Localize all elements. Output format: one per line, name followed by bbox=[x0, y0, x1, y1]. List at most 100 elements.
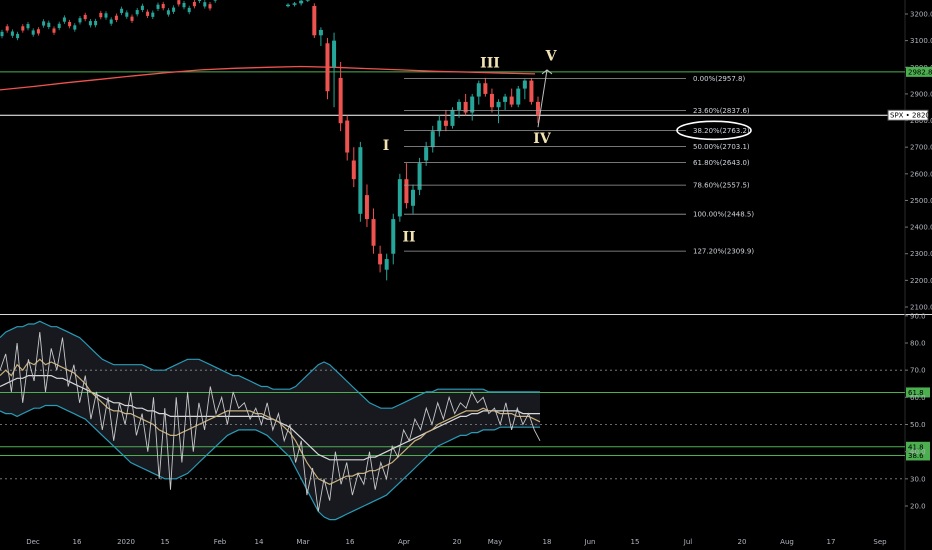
time-axis-label: 15 bbox=[631, 538, 640, 546]
projection-arrow-line bbox=[537, 69, 548, 128]
wave-label-3: III bbox=[480, 55, 500, 71]
time-axis-label: Dec bbox=[26, 538, 40, 546]
time-axis-label: 2020 bbox=[117, 538, 135, 546]
indicator-tick-label: 40.0 bbox=[910, 448, 926, 456]
price-tick-label: 2600.0 bbox=[910, 170, 932, 178]
candle-body bbox=[109, 19, 113, 24]
candle-body bbox=[31, 30, 35, 35]
candle-body bbox=[312, 6, 317, 36]
indicator-line-oscillator bbox=[0, 332, 541, 512]
fib-highlight-ellipse bbox=[676, 120, 752, 141]
indicator-guide-tag bbox=[906, 441, 930, 452]
candle-body bbox=[332, 40, 337, 68]
wave-label-1: I bbox=[383, 138, 390, 154]
candle-body bbox=[172, 7, 176, 12]
price-tick-label: 2800.0 bbox=[910, 117, 932, 125]
candle-body bbox=[411, 189, 415, 206]
candle-body bbox=[94, 20, 98, 26]
price-tick-label: 2400.0 bbox=[910, 224, 932, 232]
candle-body bbox=[463, 101, 468, 113]
indicator-line-band-upper bbox=[0, 320, 540, 409]
price-tick-label: 2200.0 bbox=[910, 277, 932, 285]
candle-body bbox=[203, 2, 207, 7]
candle-body bbox=[404, 179, 409, 204]
price-tick-label: 3200.0 bbox=[910, 11, 932, 19]
time-axis-label: May bbox=[488, 538, 502, 546]
moving-average-line bbox=[0, 65, 536, 91]
time-axis-label: Aug bbox=[780, 538, 794, 546]
candle-body bbox=[391, 219, 396, 254]
horizontal-level-tag bbox=[887, 109, 929, 121]
indicator-guide-tag-label: 61.8 bbox=[908, 389, 924, 397]
candle-body bbox=[437, 120, 442, 132]
indicator-tick-label: 50.0 bbox=[910, 421, 926, 429]
candle-body bbox=[443, 120, 448, 126]
wave-label-4: IV bbox=[533, 131, 552, 147]
fib-level-label: 100.00%(2448.5) bbox=[693, 211, 754, 219]
horizontal-level-tag-label: 2982.8 bbox=[908, 68, 932, 76]
time-axis-label: Apr bbox=[398, 538, 410, 546]
candle-body bbox=[166, 10, 170, 15]
indicator-tick-label: 30.0 bbox=[910, 475, 926, 483]
candle-body bbox=[120, 8, 124, 14]
indicator-band-fill bbox=[0, 321, 540, 520]
time-axis-label: Sep bbox=[873, 538, 887, 546]
candle-body bbox=[450, 109, 455, 126]
candle-body bbox=[68, 21, 72, 27]
indicator-tick-label: 60.0 bbox=[910, 394, 926, 402]
candle-body bbox=[397, 179, 402, 217]
candle-body bbox=[21, 26, 25, 31]
fib-level-label: 127.20%(2309.9) bbox=[693, 248, 754, 256]
candle-body bbox=[292, 3, 297, 5]
candle-body bbox=[62, 17, 66, 22]
candle-body bbox=[135, 10, 139, 15]
horizontal-level-tag-label: SPX • 2820.0 bbox=[890, 112, 932, 120]
price-tick-label: 3100.0 bbox=[910, 37, 932, 45]
candle-body bbox=[516, 88, 521, 105]
candle-body bbox=[358, 147, 363, 214]
candle-body bbox=[489, 93, 494, 108]
candle-body bbox=[161, 3, 165, 9]
fib-level-label: 61.80%(2643.0) bbox=[693, 159, 750, 167]
candle-body bbox=[57, 23, 61, 29]
wave-label-2: II bbox=[402, 230, 415, 246]
candle-body bbox=[5, 26, 9, 31]
time-axis-label: 16 bbox=[346, 538, 355, 546]
candle-body bbox=[208, 4, 212, 9]
price-tick-label: 2100.0 bbox=[910, 304, 932, 312]
candle-body bbox=[299, 0, 304, 4]
indicator-guide-tag-label: 38.6 bbox=[908, 452, 924, 460]
candle-body bbox=[522, 80, 527, 89]
time-axis-label: Jul bbox=[683, 538, 693, 546]
candle-body bbox=[378, 253, 383, 265]
candle-body bbox=[114, 15, 118, 20]
candle-body bbox=[156, 4, 160, 9]
candle-body bbox=[351, 160, 356, 180]
time-axis-label: Feb bbox=[214, 538, 227, 546]
price-tick-label: 2700.0 bbox=[910, 144, 932, 152]
candle-body bbox=[371, 219, 376, 246]
candle-body bbox=[16, 33, 20, 39]
time-axis-label: 18 bbox=[543, 538, 552, 546]
candle-body bbox=[503, 96, 508, 102]
candle-body bbox=[198, 0, 202, 2]
candle-body bbox=[10, 31, 14, 36]
candle-body bbox=[325, 43, 330, 92]
candle-body bbox=[305, 0, 310, 1]
time-axis-label: 20 bbox=[453, 538, 462, 546]
candle-body bbox=[26, 24, 30, 29]
candle-body bbox=[509, 96, 514, 105]
candle-body bbox=[483, 83, 488, 94]
candle-body bbox=[78, 18, 82, 23]
time-axis-label: Mar bbox=[296, 538, 309, 546]
price-tick-label: 2900.0 bbox=[910, 90, 932, 98]
indicator-guide-tag bbox=[906, 450, 930, 461]
candle-body bbox=[177, 0, 181, 5]
candle-body bbox=[213, 0, 217, 1]
time-axis-label: 15 bbox=[161, 538, 170, 546]
candle-body bbox=[430, 131, 435, 148]
candle-body bbox=[470, 96, 475, 113]
candle-body bbox=[99, 12, 103, 18]
